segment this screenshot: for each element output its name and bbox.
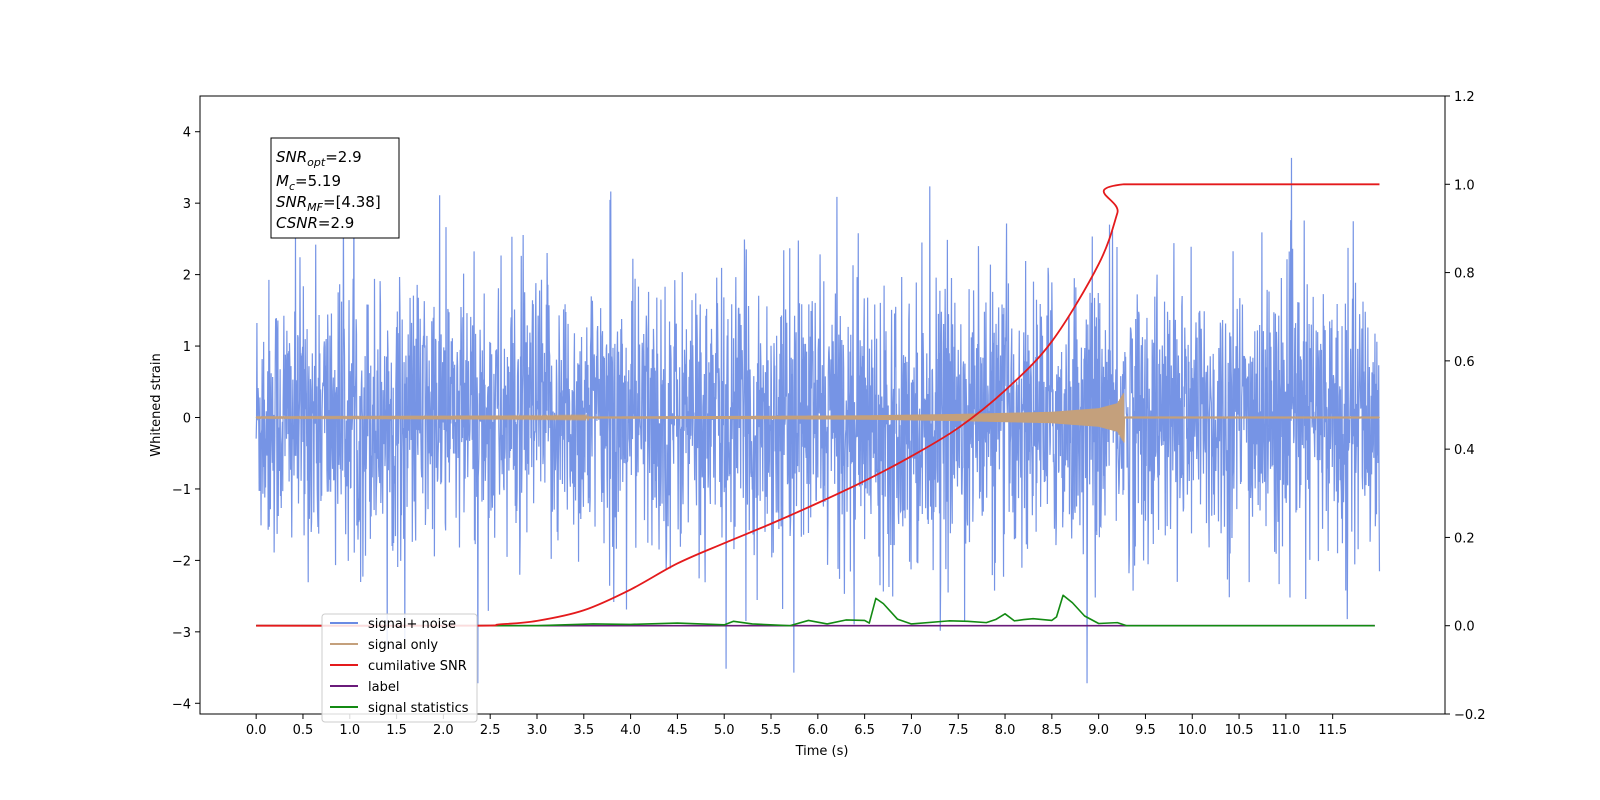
- x-axis-label: Time (s): [795, 744, 849, 759]
- x-tick-label: 6.5: [854, 723, 875, 738]
- info-csnr: CSNR=2.9: [276, 214, 354, 232]
- y-right-tick-label: 0.6: [1454, 355, 1475, 370]
- x-tick-label: 2.5: [480, 723, 501, 738]
- series-signal-only: [255, 393, 1381, 443]
- info-snr-opt: SNRopt=2.9: [276, 148, 362, 169]
- x-tick-label: 3.0: [527, 723, 548, 738]
- series-signal-noise: [255, 157, 1381, 684]
- x-tick-label: 7.5: [948, 723, 969, 738]
- x-tick-label: 11.0: [1271, 723, 1300, 738]
- series-layer: [255, 157, 1381, 684]
- x-tick-label: 3.5: [573, 723, 594, 738]
- y-left-tick-label: −4: [172, 697, 191, 712]
- x-tick-label: 0.0: [246, 723, 267, 738]
- legend-label: label: [368, 680, 399, 695]
- legend-frame: [321, 613, 478, 723]
- y-left-tick-label: 4: [183, 126, 191, 141]
- info-mc: Mc=5.19: [276, 172, 341, 193]
- y-right-tick-label: 0.0: [1454, 620, 1475, 635]
- y-right-tick-label: 0.8: [1454, 267, 1475, 282]
- y-left-tick-label: 2: [183, 269, 191, 284]
- series-signal-statistics: [256, 594, 1375, 627]
- y-right-tick-label: 1.0: [1454, 178, 1475, 193]
- x-tick-label: 9.5: [1135, 723, 1156, 738]
- y-left-tick-label: −3: [172, 626, 191, 641]
- x-tick-label: 4.5: [667, 723, 688, 738]
- series-cumulative-snr: [256, 183, 1380, 627]
- x-tick-label: 5.0: [714, 723, 735, 738]
- info-box-frame: [270, 137, 400, 239]
- x-tick-label: 6.0: [807, 723, 828, 738]
- x-tick-label: 1.5: [386, 723, 407, 738]
- x-tick-label: 4.0: [620, 723, 641, 738]
- x-tick-label: 1.0: [339, 723, 360, 738]
- y-axis-right: 1.2 1.0 0.8 0.6 0.4 0.2 0.0 −0.2: [1445, 90, 1486, 723]
- y-axis-left-label: Whitened strain: [149, 353, 164, 456]
- y-left-tick-label: 3: [183, 197, 191, 212]
- legend-label: signal only: [368, 638, 438, 653]
- y-left-tick-label: 1: [183, 340, 191, 355]
- legend-label: signal statistics: [368, 701, 469, 716]
- info-snr-mf: SNRMF=[4.38]: [276, 193, 381, 214]
- legend: signal+ noise signal only cumilative SNR la…: [321, 613, 478, 723]
- y-left-tick-label: −2: [172, 554, 191, 569]
- x-tick-label: 10.5: [1225, 723, 1254, 738]
- x-tick-label: 8.5: [1041, 723, 1062, 738]
- x-tick-label: 2.0: [433, 723, 454, 738]
- y-axis-left: 4 3 2 1 0 −1 −2 −3 −4: [172, 126, 200, 712]
- plot-frame: [199, 95, 1446, 715]
- info-box: SNRopt=2.9 Mc=5.19 SNRMF=[4.38] CSNR=2.9: [270, 137, 400, 239]
- x-tick-label: 7.0: [901, 723, 922, 738]
- y-right-tick-label: −0.2: [1454, 708, 1486, 723]
- x-tick-label: 5.5: [761, 723, 782, 738]
- y-right-tick-label: 0.4: [1454, 443, 1475, 458]
- x-tick-label: 0.5: [293, 723, 314, 738]
- legend-label: signal+ noise: [368, 617, 456, 632]
- x-tick-label: 9.0: [1088, 723, 1109, 738]
- y-right-tick-label: 1.2: [1454, 90, 1475, 105]
- x-tick-label: 8.0: [995, 723, 1016, 738]
- x-tick-label: 10.0: [1178, 723, 1207, 738]
- y-left-tick-label: 0: [183, 412, 191, 427]
- x-tick-label: 11.5: [1318, 723, 1347, 738]
- legend-label: cumilative SNR: [368, 659, 467, 674]
- y-left-tick-label: −1: [172, 483, 191, 498]
- x-axis: 0.0 0.5 1.0 1.5 2.0 2.5 3.0 3.5 4.0 4.5 5.0 5.5 6.0 6…: [246, 714, 1347, 738]
- y-right-tick-label: 0.2: [1454, 531, 1475, 546]
